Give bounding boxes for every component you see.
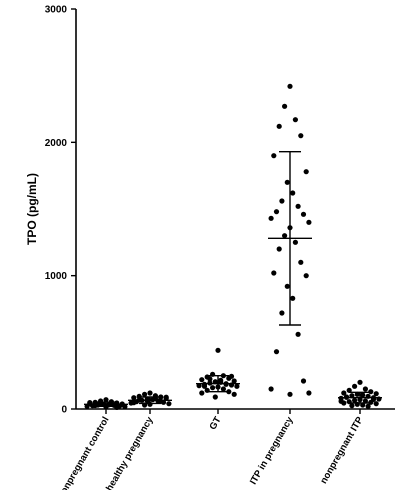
data-point [234, 383, 240, 389]
data-point [163, 394, 169, 400]
data-point [231, 391, 237, 397]
data-point [365, 403, 371, 409]
data-point [300, 378, 307, 384]
data-point [271, 153, 277, 159]
x-tick-label: nonpregnant control [56, 415, 112, 490]
data-point [300, 211, 307, 217]
data-point [201, 383, 208, 389]
series-group [196, 347, 240, 400]
data-point [268, 386, 274, 392]
data-point [114, 404, 120, 410]
series-group [338, 379, 382, 409]
data-point [284, 179, 290, 185]
series-group [268, 83, 312, 397]
y-tick-label: 0 [61, 405, 67, 416]
series-group [128, 390, 172, 408]
x-tick-label: nonpregnant ITP [318, 414, 366, 485]
x-tick-label: healthy pregnancy [104, 414, 156, 490]
data-point [352, 383, 358, 389]
data-point [373, 391, 379, 397]
x-tick-label: ITP in pregnancy [248, 414, 296, 486]
data-point [210, 385, 216, 391]
data-point [373, 401, 379, 407]
data-point [306, 219, 312, 225]
data-point [268, 215, 274, 221]
data-point [199, 377, 205, 383]
data-point [298, 259, 304, 265]
data-point [338, 398, 344, 404]
data-point [131, 395, 137, 401]
y-tick-label: 1000 [45, 271, 68, 282]
data-point [207, 376, 213, 382]
data-point [287, 83, 293, 89]
data-point [290, 295, 296, 301]
data-point [341, 390, 347, 396]
data-point [360, 402, 366, 408]
data-point [282, 103, 288, 109]
data-point [279, 198, 285, 204]
data-point [352, 397, 358, 403]
data-point [166, 401, 172, 407]
data-point [287, 391, 293, 397]
y-tick-label: 3000 [45, 5, 68, 16]
data-point [298, 133, 304, 139]
data-point [276, 123, 282, 129]
data-point [357, 379, 363, 385]
data-point [212, 394, 218, 400]
data-point [276, 246, 282, 252]
data-point [279, 310, 285, 316]
data-point [142, 391, 148, 397]
data-point [215, 347, 221, 353]
data-point [273, 209, 280, 215]
data-point [282, 233, 288, 239]
data-point [292, 117, 298, 123]
data-point [231, 378, 237, 384]
data-point [349, 403, 355, 409]
data-point [273, 349, 280, 355]
data-point [147, 390, 153, 396]
data-point [360, 392, 366, 398]
data-point [284, 283, 290, 289]
data-point [295, 331, 301, 337]
y-axis-label: TPO (pg/mL) [25, 173, 39, 245]
series-group [84, 397, 128, 410]
y-axis: 0 1000 2000 3000 TPO (pg/mL) [25, 5, 77, 416]
y-ticks: 0 1000 2000 3000 [45, 5, 76, 416]
data-point [271, 270, 277, 276]
plot-area [84, 83, 382, 410]
data-point [228, 373, 235, 379]
data-point [292, 239, 298, 245]
x-tick-label: GT [207, 415, 223, 432]
data-point [303, 273, 309, 279]
data-point [103, 397, 109, 403]
y-tick-label: 2000 [45, 138, 68, 149]
data-point [220, 386, 226, 392]
data-point [303, 169, 309, 175]
data-point [199, 390, 205, 396]
data-point [306, 390, 312, 396]
data-point [295, 203, 301, 209]
data-point [290, 190, 296, 196]
data-point [131, 400, 137, 406]
data-point [218, 377, 224, 383]
data-point [362, 386, 368, 392]
